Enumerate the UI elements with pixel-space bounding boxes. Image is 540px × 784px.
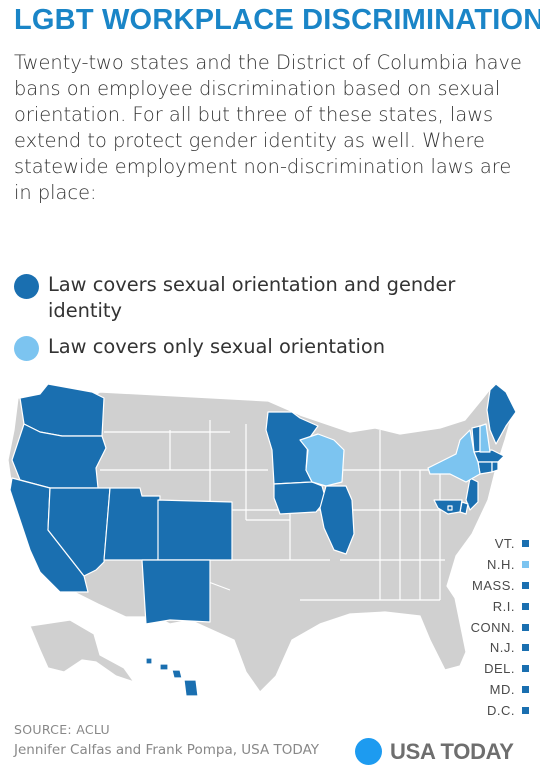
small-state-swatch (522, 686, 529, 694)
small-state-swatch (522, 539, 529, 547)
small-state-row: N.H. (409, 554, 529, 575)
small-state-row: D.C. (409, 700, 529, 721)
state-new-hampshire (479, 423, 491, 453)
small-state-row: R.I. (409, 596, 529, 617)
border-lines (100, 420, 470, 601)
small-state-swatch (522, 602, 529, 610)
states-full (9, 383, 517, 697)
small-state-swatch (522, 665, 529, 673)
alaska (29, 619, 135, 683)
small-state-name: R.I. (492, 598, 515, 614)
state-rhode-island (491, 461, 499, 473)
credit-line: Jennifer Calfas and Frank Pompa, USA TOD… (14, 742, 319, 758)
brand-name: USA TODAY (390, 738, 514, 764)
small-state-row: MASS. (409, 575, 529, 596)
small-state-row: CONN. (409, 617, 529, 638)
page-title: LGBT WORKPLACE DISCRIMINATION (14, 4, 540, 36)
small-state-row: MD. (409, 679, 529, 700)
small-state-name: N.H. (487, 556, 515, 572)
state-illinois (319, 485, 355, 555)
legend-item-full: Law covers sexual orientation and gender… (14, 272, 524, 324)
legend-item-partial: Law covers only sexual orientation (14, 334, 524, 361)
small-state-swatch (522, 560, 529, 568)
small-state-swatch (522, 644, 529, 652)
state-borders (100, 420, 470, 601)
states-partial (299, 423, 491, 487)
legend-swatch-full (14, 274, 39, 299)
small-state-name: D.C. (487, 703, 515, 719)
small-state-name: VT. (494, 535, 515, 551)
state-oregon (11, 423, 107, 489)
state-maine (486, 383, 517, 445)
state-hawaii (145, 657, 199, 697)
legend-label-full: Law covers sexual orientation and gender… (48, 273, 456, 322)
small-state-name: N.J. (489, 640, 515, 656)
intro-text: Twenty-two states and the District of Co… (14, 51, 522, 204)
us-map (7, 382, 517, 697)
small-state-row: N.J. (409, 637, 529, 658)
small-state-swatch (522, 707, 529, 715)
state-colorado (157, 499, 233, 561)
small-state-name: MD. (489, 682, 515, 698)
small-state-swatch (522, 623, 529, 631)
small-state-swatch (522, 581, 529, 589)
state-new-mexico (141, 559, 211, 625)
small-state-name: DEL. (484, 661, 515, 677)
state-iowa (273, 481, 327, 515)
small-state-row: VT. (409, 533, 529, 554)
brand-logo: USA TODAY (355, 738, 514, 765)
state-wisconsin (299, 433, 345, 487)
small-state-name: MASS. (472, 577, 515, 593)
legend-swatch-partial (14, 336, 39, 361)
brand-dot-icon (355, 738, 382, 765)
small-states-key: VT. N.H. MASS. R.I. CONN. N.J. DEL. MD. … (409, 533, 529, 721)
legend: Law covers sexual orientation and gender… (14, 272, 524, 370)
state-dc (447, 505, 453, 511)
source-note: SOURCE: ACLU (14, 722, 110, 737)
small-state-name: CONN. (470, 619, 515, 635)
small-state-row: DEL. (409, 658, 529, 679)
state-new-jersey (465, 477, 479, 511)
state-utah (103, 487, 161, 561)
state-new-york (427, 429, 481, 483)
legend-label-partial: Law covers only sexual orientation (48, 335, 386, 358)
